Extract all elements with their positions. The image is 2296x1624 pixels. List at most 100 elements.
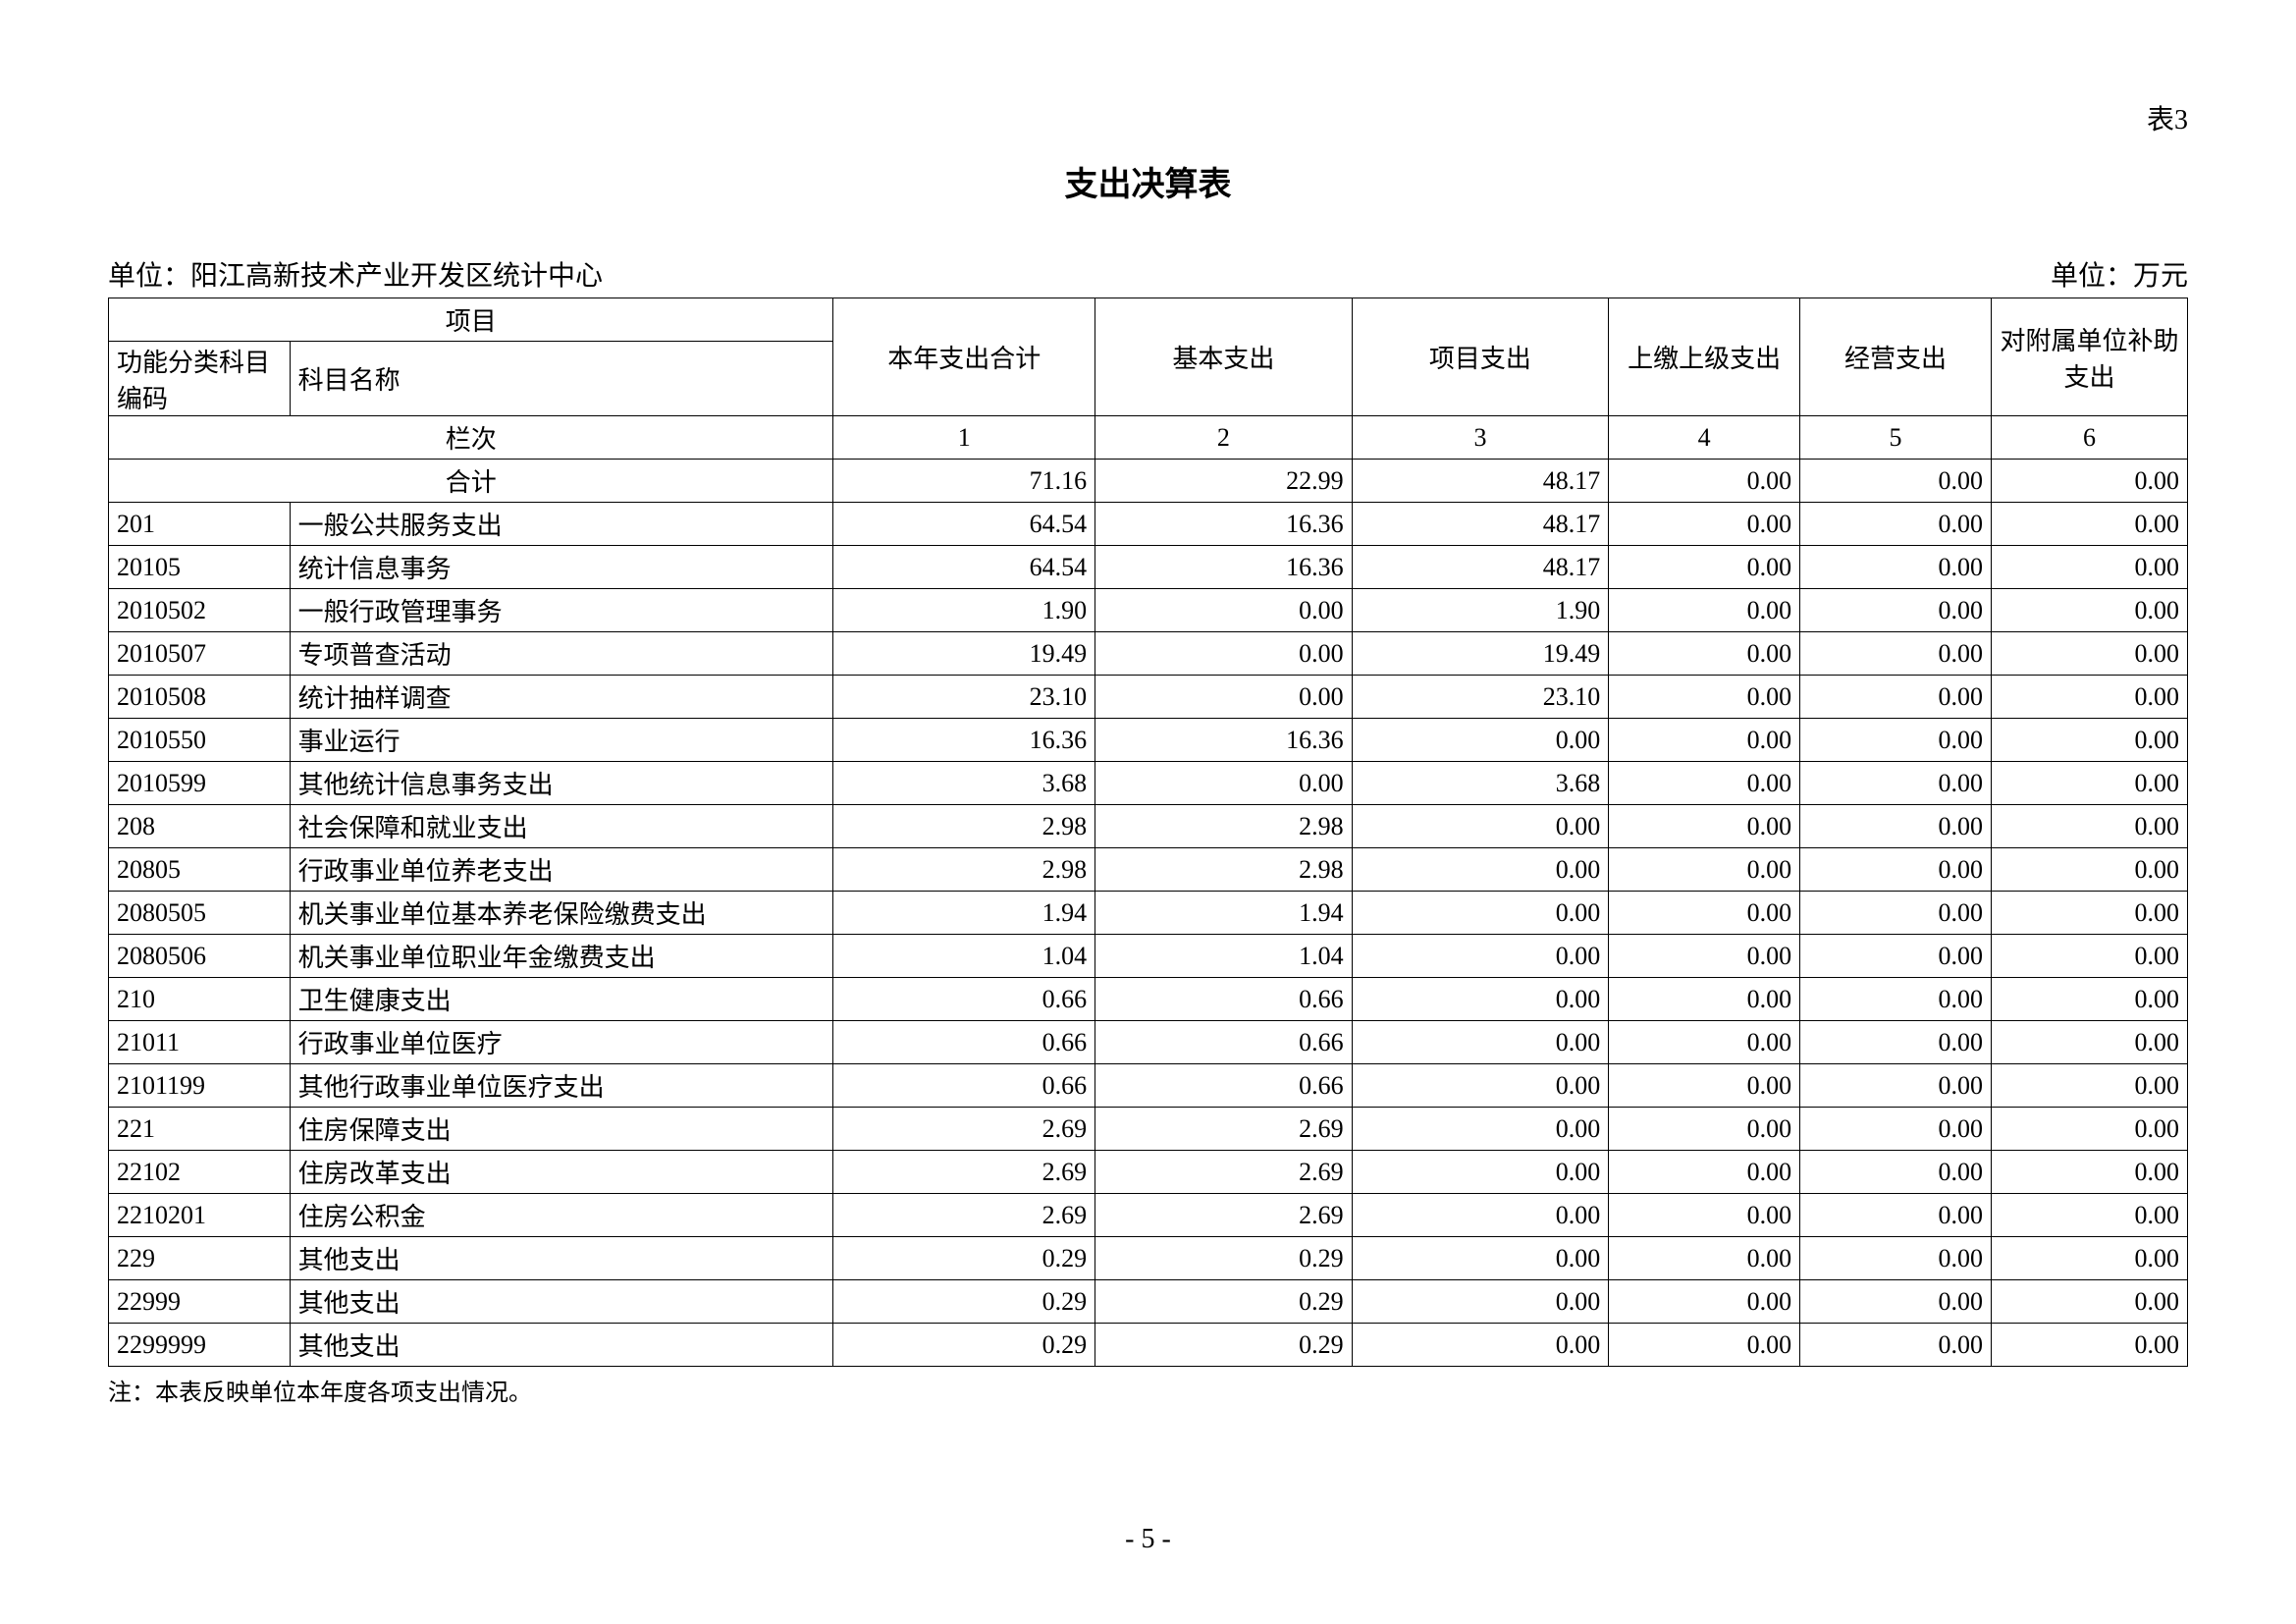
- cell-code: 210: [109, 978, 291, 1021]
- cell-name: 机关事业单位基本养老保险缴费支出: [290, 892, 833, 935]
- cell-code: 229: [109, 1237, 291, 1280]
- cell-code: 22102: [109, 1151, 291, 1194]
- cell-value: 0.00: [1609, 935, 1800, 978]
- table-row: 2010550事业运行16.3616.360.000.000.000.00: [109, 719, 2188, 762]
- cell-value: 0.00: [1991, 935, 2187, 978]
- table-row: 2010508统计抽样调查23.100.0023.100.000.000.00: [109, 676, 2188, 719]
- cell-value: 0.66: [1095, 1021, 1353, 1064]
- cell-value: 0.66: [1095, 1064, 1353, 1108]
- table-row: 2299999其他支出0.290.290.000.000.000.00: [109, 1324, 2188, 1367]
- cell-value: 0.00: [1800, 1280, 1992, 1324]
- cell-value: 3.68: [1352, 762, 1609, 805]
- table-row: 20105统计信息事务64.5416.3648.170.000.000.00: [109, 546, 2188, 589]
- cell-value: 23.10: [1352, 676, 1609, 719]
- cell-value: 0.00: [1352, 1237, 1609, 1280]
- cell-value: 0.00: [1352, 1280, 1609, 1324]
- cell-value: 0.00: [1609, 1280, 1800, 1324]
- cell-value: 0.00: [1800, 589, 1992, 632]
- cell-name: 一般公共服务支出: [290, 503, 833, 546]
- cell-value: 0.00: [1991, 676, 2187, 719]
- header-col2: 基本支出: [1095, 298, 1353, 416]
- cell-value: 0.00: [1352, 719, 1609, 762]
- cell-value: 0.00: [1609, 719, 1800, 762]
- cell-code: 2299999: [109, 1324, 291, 1367]
- cell-value: 2.98: [1095, 805, 1353, 848]
- total-v2: 22.99: [1095, 460, 1353, 503]
- cell-value: 0.00: [1991, 719, 2187, 762]
- cell-value: 16.36: [1095, 546, 1353, 589]
- cell-code: 21011: [109, 1021, 291, 1064]
- cell-value: 0.00: [1352, 1108, 1609, 1151]
- cell-value: 2.69: [1095, 1151, 1353, 1194]
- cell-name: 住房保障支出: [290, 1108, 833, 1151]
- cell-value: 0.00: [1800, 719, 1992, 762]
- table-row: 2210201住房公积金2.692.690.000.000.000.00: [109, 1194, 2188, 1237]
- cell-value: 0.00: [1800, 1151, 1992, 1194]
- cell-value: 0.00: [1800, 1021, 1992, 1064]
- cell-value: 0.00: [1800, 935, 1992, 978]
- cell-code: 22999: [109, 1280, 291, 1324]
- cell-value: 0.00: [1609, 546, 1800, 589]
- cell-value: 0.00: [1609, 848, 1800, 892]
- header-row-1: 项目 本年支出合计 基本支出 项目支出 上缴上级支出 经营支出 对附属单位补助支…: [109, 298, 2188, 342]
- cell-value: 3.68: [833, 762, 1095, 805]
- table-row: 22999其他支出0.290.290.000.000.000.00: [109, 1280, 2188, 1324]
- colindex-6: 6: [1991, 416, 2187, 460]
- page-title: 支出决算表: [108, 157, 2188, 205]
- cell-value: 0.00: [1800, 632, 1992, 676]
- cell-name: 卫生健康支出: [290, 978, 833, 1021]
- cell-value: 0.29: [833, 1237, 1095, 1280]
- cell-value: 0.66: [833, 1021, 1095, 1064]
- cell-value: 0.00: [1352, 1324, 1609, 1367]
- cell-code: 2080506: [109, 935, 291, 978]
- cell-value: 64.54: [833, 503, 1095, 546]
- cell-value: 1.90: [1352, 589, 1609, 632]
- table-row: 20805行政事业单位养老支出2.982.980.000.000.000.00: [109, 848, 2188, 892]
- cell-code: 2210201: [109, 1194, 291, 1237]
- cell-value: 0.00: [1991, 632, 2187, 676]
- cell-code: 20805: [109, 848, 291, 892]
- total-label: 合计: [109, 460, 833, 503]
- cell-value: 0.00: [1609, 1021, 1800, 1064]
- cell-value: 0.00: [1991, 762, 2187, 805]
- cell-value: 0.29: [1095, 1237, 1353, 1280]
- cell-value: 0.00: [1800, 762, 1992, 805]
- table-number: 表3: [108, 98, 2188, 137]
- cell-value: 0.66: [1095, 978, 1353, 1021]
- cell-code: 221: [109, 1108, 291, 1151]
- header-name: 科目名称: [290, 342, 833, 416]
- cell-value: 0.00: [1352, 1064, 1609, 1108]
- cell-value: 0.00: [1352, 1151, 1609, 1194]
- cell-value: 0.66: [833, 1064, 1095, 1108]
- cell-name: 社会保障和就业支出: [290, 805, 833, 848]
- cell-name: 机关事业单位职业年金缴费支出: [290, 935, 833, 978]
- cell-code: 2101199: [109, 1064, 291, 1108]
- org-label: 单位：阳江高新技术产业开发区统计中心: [108, 254, 603, 294]
- table-row: 22102住房改革支出2.692.690.000.000.000.00: [109, 1151, 2188, 1194]
- cell-value: 0.00: [1991, 978, 2187, 1021]
- cell-value: 0.00: [1609, 503, 1800, 546]
- cell-value: 0.00: [1800, 1194, 1992, 1237]
- cell-value: 0.00: [1352, 1021, 1609, 1064]
- total-v4: 0.00: [1609, 460, 1800, 503]
- cell-value: 0.00: [1095, 589, 1353, 632]
- header-col4: 上缴上级支出: [1609, 298, 1800, 416]
- cell-value: 0.00: [1095, 762, 1353, 805]
- cell-value: 16.36: [1095, 719, 1353, 762]
- meta-row: 单位：阳江高新技术产业开发区统计中心 单位：万元: [108, 254, 2188, 294]
- cell-value: 0.29: [1095, 1280, 1353, 1324]
- table-row: 2010507专项普查活动19.490.0019.490.000.000.00: [109, 632, 2188, 676]
- cell-value: 0.00: [1991, 1237, 2187, 1280]
- colindex-label: 栏次: [109, 416, 833, 460]
- cell-value: 0.00: [1800, 503, 1992, 546]
- cell-value: 1.94: [833, 892, 1095, 935]
- cell-value: 19.49: [1352, 632, 1609, 676]
- cell-value: 1.90: [833, 589, 1095, 632]
- total-v5: 0.00: [1800, 460, 1992, 503]
- cell-value: 0.00: [1991, 589, 2187, 632]
- cell-name: 统计抽样调查: [290, 676, 833, 719]
- cell-value: 0.00: [1991, 1324, 2187, 1367]
- cell-value: 0.00: [1800, 676, 1992, 719]
- cell-value: 0.00: [1352, 1194, 1609, 1237]
- cell-value: 0.00: [1609, 1108, 1800, 1151]
